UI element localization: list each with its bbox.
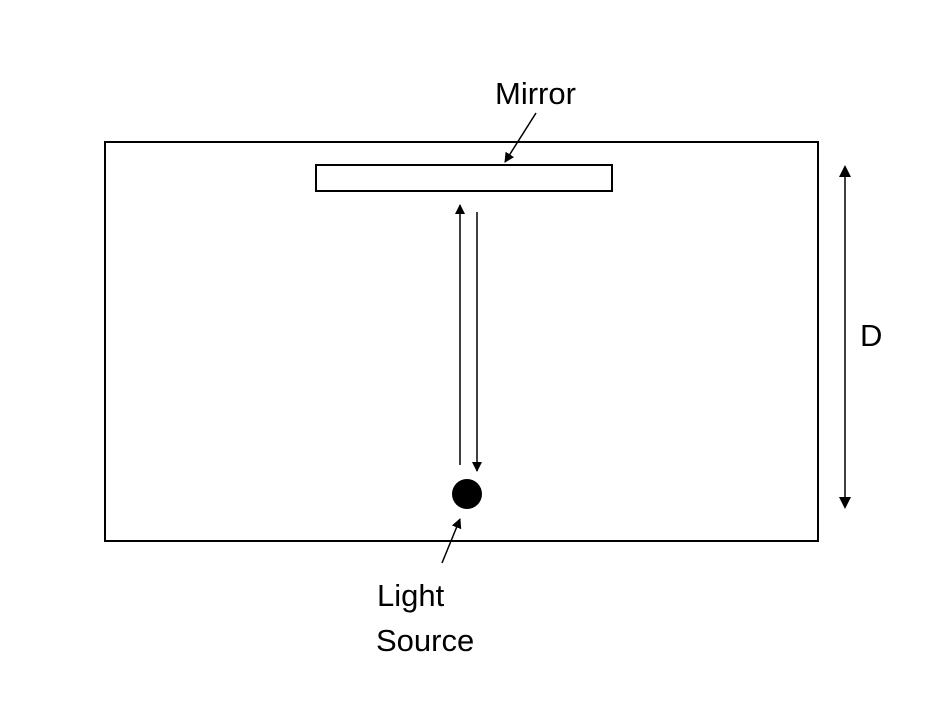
light-source-label-line2: Source <box>376 623 475 658</box>
mirror-bar <box>315 164 613 192</box>
light-source-label-line1: Light <box>377 578 445 613</box>
distance-arrowhead-bottom <box>839 497 851 509</box>
light-source-pointer-arrow <box>441 518 462 564</box>
mirror-pointer-arrow <box>504 112 537 163</box>
light-source-dot <box>452 479 482 509</box>
distance-arrowhead-top <box>839 165 851 177</box>
mirror-label: Mirror <box>495 76 576 111</box>
distance-label: D <box>860 318 883 353</box>
enclosure-box <box>104 141 819 542</box>
